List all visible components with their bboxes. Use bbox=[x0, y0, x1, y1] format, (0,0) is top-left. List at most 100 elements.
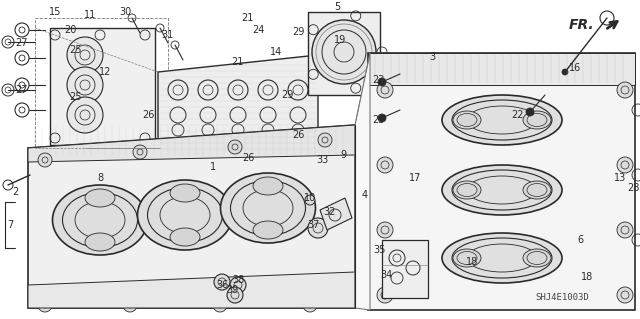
Circle shape bbox=[377, 157, 393, 173]
Text: 19: 19 bbox=[334, 35, 346, 45]
Text: 18: 18 bbox=[466, 257, 478, 267]
Circle shape bbox=[377, 222, 393, 238]
Text: 23: 23 bbox=[372, 115, 384, 125]
Circle shape bbox=[133, 145, 147, 159]
Ellipse shape bbox=[523, 111, 551, 129]
Text: 35: 35 bbox=[374, 245, 386, 255]
Text: 27: 27 bbox=[16, 85, 28, 95]
Text: 29: 29 bbox=[292, 27, 304, 37]
Text: 21: 21 bbox=[241, 13, 253, 23]
Text: 7: 7 bbox=[7, 220, 13, 230]
Text: 28: 28 bbox=[627, 183, 639, 193]
Circle shape bbox=[617, 157, 633, 173]
Circle shape bbox=[227, 287, 243, 303]
Ellipse shape bbox=[138, 180, 232, 250]
Circle shape bbox=[318, 133, 332, 147]
Circle shape bbox=[38, 153, 52, 167]
Ellipse shape bbox=[170, 228, 200, 246]
Circle shape bbox=[378, 114, 386, 122]
Text: 1: 1 bbox=[210, 162, 216, 172]
Ellipse shape bbox=[52, 185, 147, 255]
Circle shape bbox=[228, 140, 242, 154]
Text: 15: 15 bbox=[49, 7, 61, 17]
Polygon shape bbox=[368, 53, 635, 310]
Text: 26: 26 bbox=[242, 153, 254, 163]
Circle shape bbox=[303, 298, 317, 312]
Circle shape bbox=[562, 69, 568, 75]
Text: 13: 13 bbox=[614, 173, 626, 183]
Text: 8: 8 bbox=[97, 173, 103, 183]
Circle shape bbox=[38, 298, 52, 312]
Text: 21: 21 bbox=[231, 57, 243, 67]
Text: 10: 10 bbox=[304, 193, 316, 203]
Circle shape bbox=[617, 82, 633, 98]
Polygon shape bbox=[28, 272, 355, 308]
Text: 4: 4 bbox=[362, 190, 368, 200]
Text: 39: 39 bbox=[226, 285, 238, 295]
Text: 23: 23 bbox=[372, 75, 384, 85]
Text: FR.: FR. bbox=[568, 18, 594, 32]
Text: 11: 11 bbox=[84, 10, 96, 20]
Circle shape bbox=[617, 222, 633, 238]
Text: 14: 14 bbox=[270, 47, 282, 57]
Text: 6: 6 bbox=[577, 235, 583, 245]
Polygon shape bbox=[28, 125, 355, 308]
Text: 17: 17 bbox=[409, 173, 421, 183]
Circle shape bbox=[67, 67, 103, 103]
Polygon shape bbox=[50, 28, 155, 145]
Ellipse shape bbox=[523, 249, 551, 267]
Polygon shape bbox=[158, 55, 318, 148]
Polygon shape bbox=[320, 198, 352, 230]
Text: 31: 31 bbox=[161, 30, 173, 40]
Circle shape bbox=[230, 277, 246, 293]
Text: 18: 18 bbox=[581, 272, 593, 282]
Circle shape bbox=[377, 287, 393, 303]
Text: 25: 25 bbox=[68, 45, 81, 55]
Polygon shape bbox=[382, 240, 428, 298]
Text: 36: 36 bbox=[216, 280, 228, 290]
Ellipse shape bbox=[453, 249, 481, 267]
Circle shape bbox=[312, 20, 376, 84]
Ellipse shape bbox=[442, 95, 562, 145]
Ellipse shape bbox=[453, 111, 481, 129]
Circle shape bbox=[214, 274, 230, 290]
Circle shape bbox=[123, 298, 137, 312]
Text: 9: 9 bbox=[340, 150, 346, 160]
Ellipse shape bbox=[253, 177, 283, 195]
Ellipse shape bbox=[221, 173, 316, 243]
Circle shape bbox=[67, 97, 103, 133]
Text: 25: 25 bbox=[68, 92, 81, 102]
Circle shape bbox=[526, 108, 534, 116]
Text: 34: 34 bbox=[380, 270, 392, 280]
Text: 33: 33 bbox=[316, 155, 328, 165]
Text: 26: 26 bbox=[142, 110, 154, 120]
Text: 3: 3 bbox=[429, 52, 435, 62]
Ellipse shape bbox=[523, 181, 551, 199]
Text: 27: 27 bbox=[16, 38, 28, 48]
Text: 24: 24 bbox=[252, 25, 264, 35]
Text: 12: 12 bbox=[99, 67, 111, 77]
Text: 26: 26 bbox=[292, 130, 304, 140]
Text: 5: 5 bbox=[334, 2, 340, 12]
Text: SHJ4E1003D: SHJ4E1003D bbox=[535, 293, 589, 302]
Polygon shape bbox=[28, 125, 355, 162]
Text: 32: 32 bbox=[324, 207, 336, 217]
Circle shape bbox=[67, 37, 103, 73]
Text: 22: 22 bbox=[512, 110, 524, 120]
Text: 37: 37 bbox=[307, 220, 319, 230]
Text: 38: 38 bbox=[232, 275, 244, 285]
Ellipse shape bbox=[85, 189, 115, 207]
Circle shape bbox=[213, 298, 227, 312]
Text: 2: 2 bbox=[12, 187, 18, 197]
Ellipse shape bbox=[170, 184, 200, 202]
Text: 20: 20 bbox=[64, 25, 76, 35]
Ellipse shape bbox=[85, 233, 115, 251]
Polygon shape bbox=[368, 53, 635, 85]
Ellipse shape bbox=[442, 165, 562, 215]
Text: 30: 30 bbox=[119, 7, 131, 17]
Text: 16: 16 bbox=[569, 63, 581, 73]
Text: 29: 29 bbox=[281, 90, 293, 100]
Ellipse shape bbox=[253, 221, 283, 239]
Ellipse shape bbox=[442, 233, 562, 283]
Circle shape bbox=[378, 78, 386, 86]
